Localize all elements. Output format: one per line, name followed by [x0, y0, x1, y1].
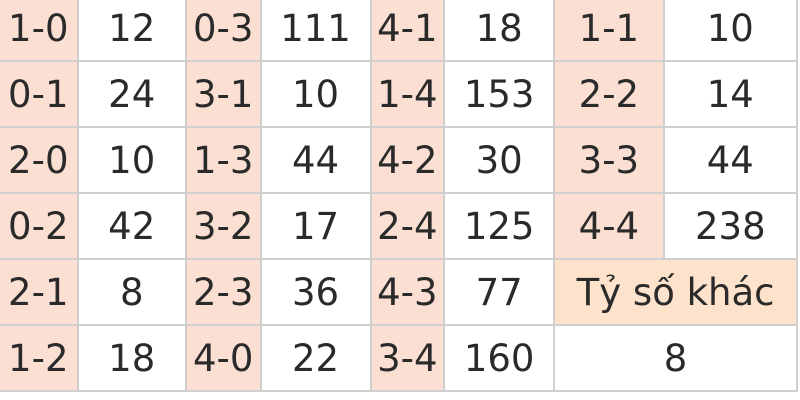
score-cell: 2-3 [184, 258, 262, 326]
score-cell: 0-1 [0, 60, 79, 128]
score-cell: 2-0 [0, 126, 79, 194]
score-cell: 0-3 [184, 0, 262, 62]
odds-cell: 12 [76, 0, 187, 62]
score-cell: 1-0 [0, 0, 79, 62]
table-row: 0-2 42 3-2 17 2-4 125 4-4 238 [0, 192, 799, 260]
score-cell: 3-2 [184, 192, 262, 260]
odds-cell: 10 [259, 60, 372, 128]
other-scores-odds: 8 [553, 324, 798, 392]
score-cell: 1-3 [184, 126, 262, 194]
odds-cell: 36 [259, 258, 372, 326]
odds-cell: 111 [259, 0, 372, 62]
odds-cell: 153 [443, 60, 556, 128]
odds-cell: 160 [443, 324, 556, 392]
table-row: 2-0 10 1-3 44 4-2 30 3-3 44 [0, 126, 799, 194]
score-cell: 3-1 [184, 60, 262, 128]
score-cell: 1-4 [369, 60, 446, 128]
odds-cell: 17 [259, 192, 372, 260]
score-odds-table: 1-0 12 0-3 111 4-1 18 1-1 10 0-1 24 3-1 10 1-4 153 2-2… [0, 0, 799, 392]
odds-cell: 8 [76, 258, 187, 326]
odds-cell: 44 [259, 126, 372, 194]
odds-cell: 24 [76, 60, 187, 128]
odds-cell: 30 [443, 126, 556, 194]
score-cell: 0-2 [0, 192, 79, 260]
odds-cell: 125 [443, 192, 556, 260]
score-cell: 1-1 [553, 0, 665, 62]
odds-cell: 77 [443, 258, 556, 326]
score-cell: 4-4 [553, 192, 665, 260]
table-row: 1-2 18 4-0 22 3-4 160 8 [0, 324, 798, 392]
score-cell: 3-4 [369, 324, 446, 392]
odds-cell: 18 [76, 324, 187, 392]
odds-cell: 14 [662, 60, 799, 128]
table-row: 0-1 24 3-1 10 1-4 153 2-2 14 [0, 60, 799, 128]
odds-cell: 10 [662, 0, 799, 62]
other-scores-label: Tỷ số khác [553, 258, 798, 326]
score-cell: 3-3 [553, 126, 665, 194]
score-cell: 1-2 [0, 324, 79, 392]
score-cell: 2-2 [553, 60, 665, 128]
table-row: 2-1 8 2-3 36 4-3 77 Tỷ số khác [0, 258, 798, 326]
odds-cell: 42 [76, 192, 187, 260]
score-cell: 4-3 [369, 258, 446, 326]
table-row: 1-0 12 0-3 111 4-1 18 1-1 10 [0, 0, 799, 62]
odds-cell: 18 [443, 0, 556, 62]
score-cell: 4-2 [369, 126, 446, 194]
score-cell: 4-1 [369, 0, 446, 62]
odds-cell: 10 [76, 126, 187, 194]
odds-cell: 44 [662, 126, 799, 194]
odds-cell: 22 [259, 324, 372, 392]
score-cell: 2-1 [0, 258, 79, 326]
score-cell: 2-4 [369, 192, 446, 260]
odds-cell: 238 [662, 192, 799, 260]
score-cell: 4-0 [184, 324, 262, 392]
